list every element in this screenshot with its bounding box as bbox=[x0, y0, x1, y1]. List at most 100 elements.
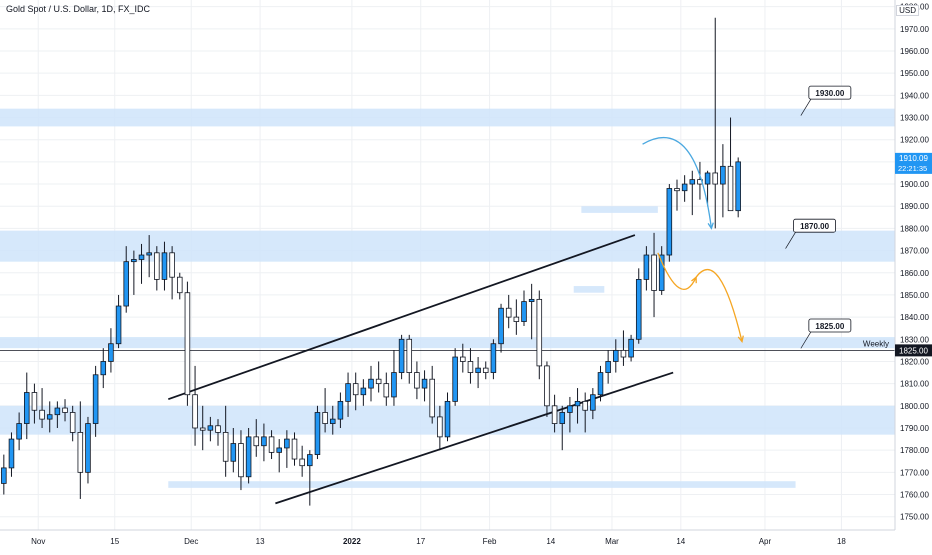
candle-body bbox=[628, 338, 634, 358]
candle-body bbox=[551, 405, 558, 424]
candle-body bbox=[54, 407, 61, 416]
y-tick-label: 1810.00 bbox=[900, 380, 929, 389]
candle-body bbox=[590, 394, 596, 411]
weekly-price-value: 1825.00 bbox=[899, 346, 928, 355]
candle-body bbox=[613, 349, 619, 362]
y-tick-label: 1800.00 bbox=[900, 402, 929, 411]
y-tick-label: 1890.00 bbox=[900, 202, 929, 211]
candle-body bbox=[429, 378, 435, 418]
candle-body bbox=[123, 261, 129, 307]
candle-body bbox=[115, 305, 122, 345]
callout-pointer bbox=[800, 98, 812, 116]
candle-body bbox=[108, 343, 114, 362]
candle-body bbox=[345, 383, 351, 402]
y-tick-label: 1770.00 bbox=[900, 468, 929, 477]
candle-body bbox=[505, 307, 512, 318]
x-tick-label: 14 bbox=[546, 537, 555, 546]
candle-body bbox=[666, 188, 673, 256]
arrow-head bbox=[707, 222, 714, 230]
candle-body bbox=[307, 454, 313, 467]
zone-rect bbox=[573, 286, 605, 293]
y-tick-label: 1900.00 bbox=[900, 180, 929, 189]
x-tick-label: 18 bbox=[837, 537, 846, 546]
candle-body bbox=[460, 356, 466, 362]
x-tick-label: Mar bbox=[605, 537, 619, 546]
candle-body bbox=[222, 432, 229, 462]
y-tick-label: 1820.00 bbox=[900, 357, 929, 366]
candle-body bbox=[681, 183, 688, 192]
candle-body bbox=[651, 254, 657, 291]
candle-body bbox=[253, 436, 260, 447]
x-tick-label: 13 bbox=[256, 537, 265, 546]
y-tick-label: 1920.00 bbox=[900, 136, 929, 145]
candles[interactable] bbox=[1, 17, 741, 506]
candle-body bbox=[620, 349, 627, 358]
candle-body bbox=[559, 412, 566, 424]
y-tick-label: 1780.00 bbox=[900, 446, 929, 455]
candle-body bbox=[161, 252, 168, 280]
candle-body bbox=[192, 394, 198, 429]
candle-body bbox=[284, 438, 290, 449]
candle-body bbox=[490, 343, 497, 373]
candle-body bbox=[46, 414, 53, 420]
candle-body bbox=[24, 392, 30, 424]
x-tick-label: Feb bbox=[483, 537, 497, 546]
candle-body bbox=[176, 276, 183, 294]
candle-body bbox=[131, 259, 137, 263]
x-tick-label: 15 bbox=[110, 537, 119, 546]
candle-body bbox=[482, 367, 489, 373]
candle-body bbox=[245, 436, 252, 478]
last-price-tag bbox=[895, 152, 932, 174]
last-price-value: 1910.09 bbox=[899, 154, 928, 163]
y-tick-label: 1840.00 bbox=[900, 313, 929, 322]
y-tick-label: 1940.00 bbox=[900, 91, 929, 100]
candle-body bbox=[1, 467, 7, 484]
candle-body bbox=[16, 423, 22, 440]
chart-title: Gold Spot / U.S. Dollar, 1D, FX_IDC bbox=[6, 4, 151, 14]
candle-body bbox=[276, 447, 282, 453]
candle-body bbox=[582, 400, 588, 411]
y-tick-label: 1790.00 bbox=[900, 424, 929, 433]
candle-body bbox=[536, 298, 543, 367]
level-labels: 1930.00 1870.00 1825.00 bbox=[785, 85, 852, 349]
x-tick-label: Apr bbox=[759, 537, 772, 546]
candle-body bbox=[199, 427, 206, 431]
y-tick-label: 1760.00 bbox=[900, 491, 929, 500]
x-tick-label: 17 bbox=[416, 537, 425, 546]
candle-body bbox=[368, 378, 374, 389]
candle-body bbox=[207, 425, 214, 431]
candle-body bbox=[421, 378, 428, 389]
candle-body bbox=[605, 361, 611, 373]
callout-box bbox=[808, 85, 852, 100]
candle-body bbox=[597, 372, 604, 396]
candle-body bbox=[414, 372, 420, 389]
candle-body bbox=[62, 407, 68, 413]
y-tick-label: 1930.00 bbox=[900, 114, 929, 123]
callout-text: 1825.00 bbox=[815, 322, 844, 331]
candle-body bbox=[391, 372, 397, 398]
callout-box bbox=[808, 318, 852, 333]
candle-body bbox=[299, 458, 305, 467]
candle-body bbox=[39, 409, 45, 420]
price-axis[interactable]: 1750.00 1760.00 1770.00 1780.00 1790.00 1800.… bbox=[894, 0, 932, 550]
candle-body bbox=[398, 338, 405, 373]
callout-box bbox=[793, 218, 836, 233]
candle-body bbox=[727, 165, 734, 212]
candle-body bbox=[704, 172, 711, 185]
projection-arrows bbox=[642, 136, 744, 343]
trendlines bbox=[167, 234, 674, 505]
x-tick-label: 2022 bbox=[343, 537, 361, 546]
candle-body bbox=[291, 438, 298, 460]
candle-body bbox=[437, 416, 443, 438]
time-axis[interactable]: Nov 15 Dec 13 2022 17 Feb 14 Mar 14 Apr 18 bbox=[0, 529, 895, 546]
currency-label[interactable]: USD bbox=[896, 5, 919, 16]
callout-text: 1930.00 bbox=[815, 89, 844, 98]
candle-body bbox=[735, 161, 741, 212]
callout-pointer bbox=[785, 232, 796, 249]
y-tick-label: 1750.00 bbox=[900, 513, 929, 522]
candle-body bbox=[467, 361, 474, 373]
axis-bg bbox=[895, 0, 932, 550]
candle-body bbox=[138, 254, 145, 260]
